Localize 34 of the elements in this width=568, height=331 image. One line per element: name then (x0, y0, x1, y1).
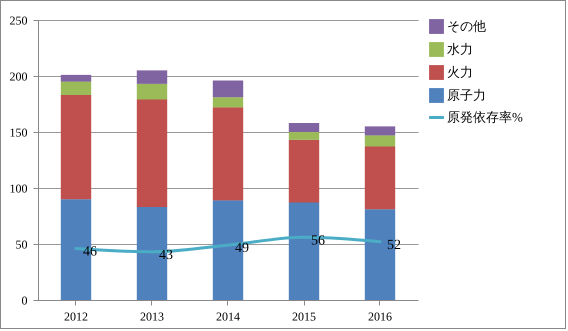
bar (136, 100, 168, 208)
bar (212, 97, 244, 108)
legend-label: 水力 (447, 42, 473, 56)
y-tick-label: 200 (10, 70, 28, 84)
x-tick-label: 2012 (64, 310, 88, 324)
y-tick-label: 50 (16, 238, 28, 252)
y-tick-label: 0 (22, 294, 28, 308)
bar (60, 95, 92, 200)
legend-label: 原発依存率% (447, 110, 523, 124)
bar (212, 107, 244, 200)
bar (288, 132, 320, 140)
y-tick-label: 250 (10, 14, 28, 28)
legend-label: 火力 (447, 64, 473, 80)
bar (364, 146, 396, 210)
bar (136, 84, 168, 100)
legend-label: 原子力 (447, 88, 486, 102)
y-tick-label: 100 (10, 182, 28, 196)
bar (60, 74, 92, 82)
bar (136, 70, 168, 84)
x-tick-label: 2015 (292, 310, 316, 324)
y-tick-label: 150 (10, 126, 28, 140)
data-label: 52 (387, 238, 401, 253)
bar (364, 135, 396, 147)
bar (212, 80, 244, 98)
x-tick-label: 2014 (216, 310, 240, 324)
data-label: 46 (83, 244, 97, 260)
data-label: 56 (311, 233, 325, 248)
bar (288, 123, 320, 132)
x-tick-label: 2013 (140, 310, 164, 324)
legend-label: その他 (447, 18, 486, 34)
bar (364, 126, 396, 136)
bar (60, 82, 92, 96)
x-tick-label: 2016 (368, 310, 392, 324)
bar (288, 140, 320, 203)
